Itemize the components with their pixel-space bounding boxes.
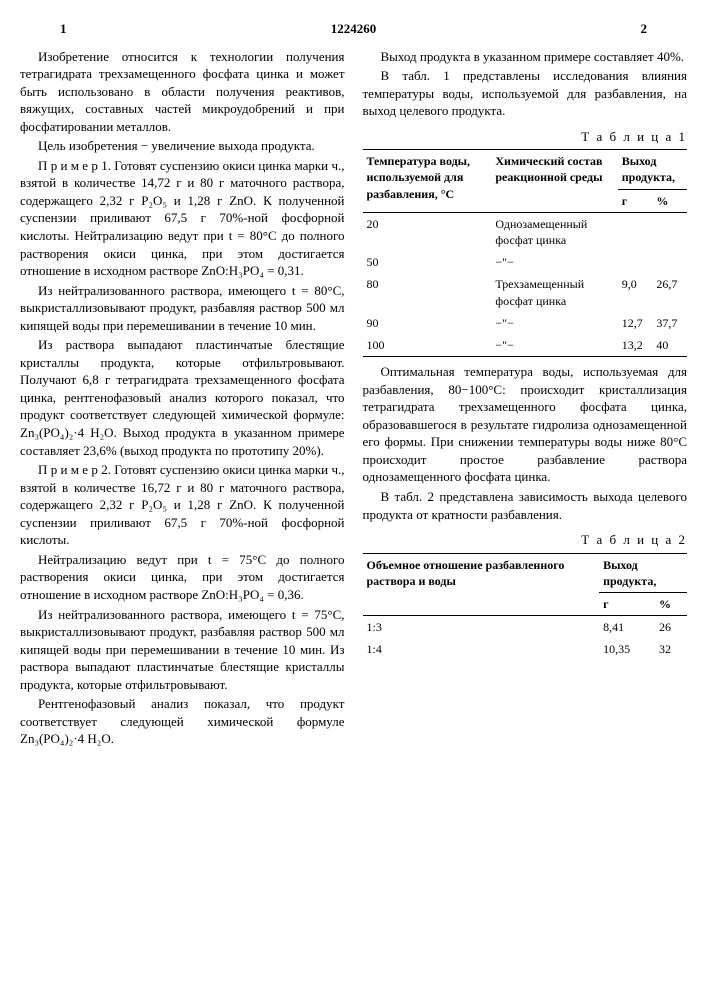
table1-title: Т а б л и ц а 1 — [363, 128, 688, 146]
table-row: 100−"−13,240 — [363, 334, 688, 357]
para: П р и м е р 2. Готовят суспензию окиси ц… — [20, 461, 345, 549]
table-row: 80Трехзамещенный фосфат цинка9,026,7 — [363, 273, 688, 311]
para: Из раствора выпадают пластинчатые блестя… — [20, 336, 345, 459]
t1-h3: Выход продукта, — [618, 150, 687, 189]
t1-h3b: % — [652, 189, 687, 212]
para: Выход продукта в указанном примере соста… — [363, 48, 688, 66]
col-num-right: 2 — [641, 20, 648, 38]
table-row: 20Однозамещенный фосфат цинка — [363, 212, 688, 251]
left-column: Изобретение относится к технологии получ… — [20, 48, 345, 750]
para: Цель изобретения − увеличение выхода про… — [20, 137, 345, 155]
table2-title: Т а б л и ц а 2 — [363, 531, 688, 549]
table-row: 1:410,3532 — [363, 638, 688, 660]
t1-h3a: г — [618, 189, 653, 212]
para: Нейтрализацию ведут при t = 75°C до полн… — [20, 551, 345, 604]
page-header: 1 1224260 2 — [20, 20, 687, 38]
para: Из нейтрализованного раствора, имеющего … — [20, 282, 345, 335]
para: Оптимальная температура воды, используем… — [363, 363, 688, 486]
table-row: 90−"−12,737,7 — [363, 312, 688, 334]
table-2: Объемное отношение разбавленного раствор… — [363, 553, 688, 661]
table-row: 50−"− — [363, 251, 688, 273]
table-1: Температура воды, используемой для разба… — [363, 149, 688, 357]
para: Из нейтрализованного раствора, имеющего … — [20, 606, 345, 694]
right-column: Выход продукта в указанном примере соста… — [363, 48, 688, 750]
para: Рентгенофазовый анализ показал, что прод… — [20, 695, 345, 748]
t2-h2a: г — [599, 593, 655, 616]
doc-number: 1224260 — [331, 20, 377, 38]
t2-h2: Выход продукта, — [599, 553, 687, 592]
col-num-left: 1 — [60, 20, 67, 38]
t1-h2: Химический состав реакционной среды — [491, 150, 617, 213]
t1-h1: Температура воды, используемой для разба… — [363, 150, 492, 213]
para: В табл. 2 представлена зависимость выход… — [363, 488, 688, 523]
para: Изобретение относится к технологии получ… — [20, 48, 345, 136]
table-row: 1:38,4126 — [363, 616, 688, 639]
para: П р и м е р 1. Готовят суспензию окиси ц… — [20, 157, 345, 280]
t2-h1: Объемное отношение разбавленного раствор… — [363, 553, 600, 616]
t2-h2b: % — [655, 593, 687, 616]
para: В табл. 1 представлены исследования влия… — [363, 67, 688, 120]
